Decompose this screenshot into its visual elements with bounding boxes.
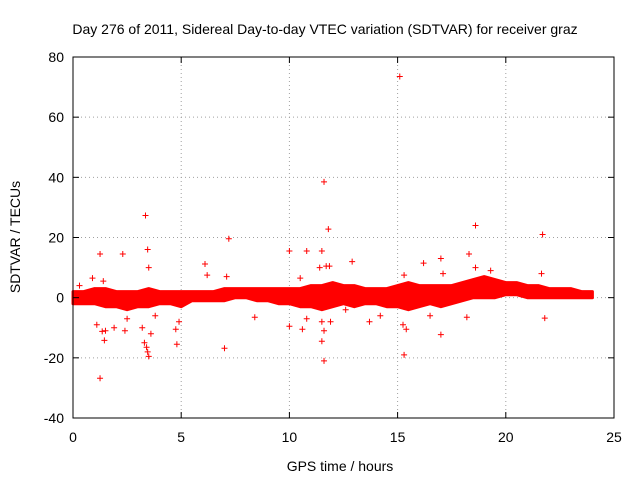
data-point	[100, 278, 107, 285]
data-point	[202, 260, 209, 267]
data-point	[297, 275, 304, 282]
data-point	[342, 306, 349, 313]
data-point	[145, 264, 152, 271]
x-tick-label: 0	[69, 429, 77, 445]
data-point	[225, 235, 232, 242]
dense-data-band	[71, 275, 594, 312]
points-layer	[76, 73, 548, 382]
data-point	[466, 251, 473, 258]
data-point	[89, 275, 96, 282]
x-tick-label: 15	[390, 429, 406, 445]
data-point	[176, 318, 183, 325]
data-point	[472, 264, 479, 271]
data-point	[437, 255, 444, 262]
data-point	[472, 222, 479, 229]
data-point	[145, 353, 152, 360]
data-point	[152, 312, 159, 319]
data-point	[119, 251, 126, 258]
data-point	[173, 341, 180, 348]
data-point	[440, 270, 447, 277]
y-tick-label: 80	[48, 49, 64, 65]
data-point	[420, 260, 427, 267]
data-point	[318, 338, 325, 345]
tick-layer: 0 5 10 15 20 25 -40 -20 0 20 40 60 80	[44, 49, 622, 445]
x-axis-label: GPS time / hours	[287, 458, 394, 474]
data-point	[303, 248, 310, 255]
y-tick-label: -20	[44, 350, 64, 366]
data-point	[141, 339, 148, 346]
data-point	[366, 318, 373, 325]
data-point	[377, 312, 384, 319]
x-tick-label: 25	[606, 429, 622, 445]
y-tick-label: 60	[48, 109, 64, 125]
y-tick-label: 0	[56, 290, 64, 306]
data-point	[437, 331, 444, 338]
data-point	[325, 226, 332, 233]
data-point	[102, 327, 109, 334]
y-tick-label: 20	[48, 230, 64, 246]
data-point	[147, 330, 154, 337]
data-point	[401, 351, 408, 358]
data-point	[401, 272, 408, 279]
data-point	[223, 273, 230, 280]
data-point	[321, 178, 328, 185]
y-tick-label: -40	[44, 410, 64, 426]
data-point	[327, 318, 334, 325]
data-point	[541, 315, 548, 322]
data-point	[251, 314, 258, 321]
data-point	[318, 248, 325, 255]
data-point	[303, 315, 310, 322]
x-tick-label: 10	[282, 429, 298, 445]
data-point	[487, 267, 494, 274]
data-point	[172, 326, 179, 333]
data-point	[318, 318, 325, 325]
y-tick-label: 40	[48, 169, 64, 185]
chart-title: Day 276 of 2011, Sidereal Day-to-day VTE…	[72, 21, 577, 37]
data-point	[286, 323, 293, 330]
grid-layer	[73, 57, 614, 418]
data-point	[321, 327, 328, 334]
band-layer	[71, 275, 594, 312]
data-point	[326, 263, 333, 270]
data-point	[144, 246, 151, 253]
data-point	[111, 324, 118, 331]
data-point	[403, 326, 410, 333]
x-tick-label: 20	[498, 429, 514, 445]
data-point	[463, 314, 470, 321]
data-point	[204, 272, 211, 279]
data-point	[299, 326, 306, 333]
data-point	[400, 321, 407, 328]
data-point	[316, 264, 323, 271]
data-point	[539, 231, 546, 238]
data-point	[76, 282, 83, 289]
data-point	[286, 248, 293, 255]
data-point	[349, 258, 356, 265]
data-point	[139, 324, 146, 331]
data-point	[221, 345, 228, 352]
data-point	[97, 251, 104, 258]
data-point	[121, 327, 128, 334]
data-point	[101, 337, 108, 344]
data-point	[321, 357, 328, 364]
plot-frame	[72, 56, 615, 419]
data-point	[97, 375, 104, 382]
data-point	[144, 348, 151, 355]
data-point	[427, 312, 434, 319]
data-point	[142, 212, 149, 219]
data-point	[93, 321, 100, 328]
data-point	[99, 328, 106, 335]
data-point	[124, 315, 131, 322]
data-point	[396, 73, 403, 80]
data-point	[143, 344, 150, 351]
x-tick-label: 5	[177, 429, 185, 445]
data-point	[538, 270, 545, 277]
y-axis-label: SDTVAR / TECUs	[7, 181, 23, 293]
